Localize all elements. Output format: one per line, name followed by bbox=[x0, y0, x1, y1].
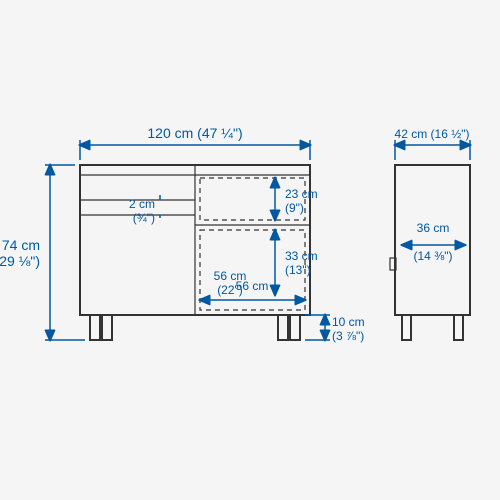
dimension-diagram: 120 cm (47 ¼") 74 cm (29 ⅛") 2 cm (¾") 2… bbox=[0, 0, 500, 500]
inner-cm: 36 cm bbox=[417, 221, 450, 235]
depth-label: 42 cm (16 ½") bbox=[395, 127, 470, 141]
height-label-cm: 74 cm bbox=[2, 237, 40, 253]
front-view: 120 cm (47 ¼") 74 cm (29 ⅛") 2 cm (¾") 2… bbox=[0, 125, 365, 343]
topcomp-cm: 23 cm bbox=[285, 187, 318, 201]
mainw-cm2: 56 cm bbox=[214, 269, 247, 283]
height-label-in: (29 ⅛") bbox=[0, 253, 40, 269]
inner-in: (14 ⅜") bbox=[414, 249, 453, 263]
mainw-in: (22") bbox=[217, 283, 243, 297]
width-label: 120 cm (47 ¼") bbox=[147, 125, 242, 141]
leg-in: (3 ⅞") bbox=[332, 329, 364, 343]
gap-label-cm: 2 cm bbox=[129, 197, 155, 211]
mainh-in: (13") bbox=[285, 263, 311, 277]
side-view: 42 cm (16 ½") 36 cm (14 ⅜") bbox=[390, 127, 470, 340]
mainh-cm: 33 cm bbox=[285, 249, 318, 263]
leg-cm: 10 cm bbox=[332, 315, 365, 329]
topcomp-in: (9") bbox=[285, 201, 304, 215]
gap-label-in: (¾") bbox=[133, 211, 155, 225]
